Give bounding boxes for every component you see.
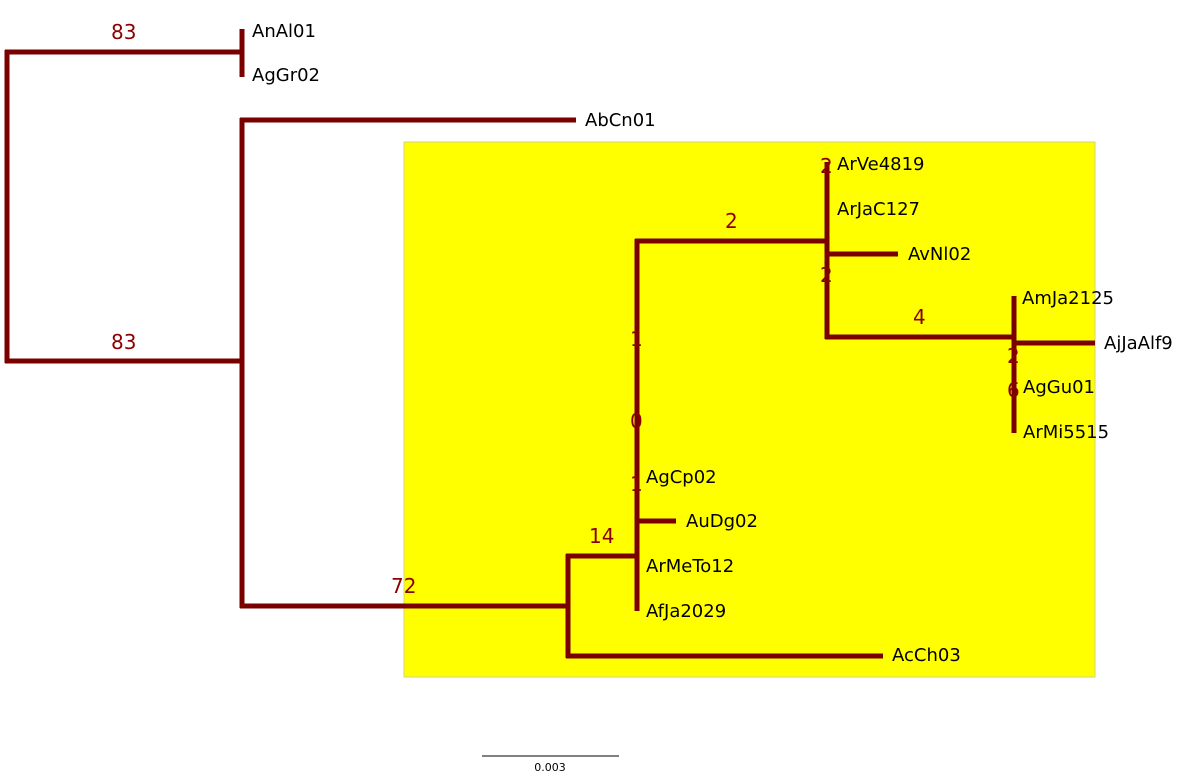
support-value-2-arve: 2 — [820, 154, 833, 178]
tip-label-agcp02: AgCp02 — [646, 467, 717, 488]
support-value-mid: 83 — [111, 330, 136, 354]
highlighted-clade-box — [403, 141, 1096, 678]
tip-label-armi5515: ArMi5515 — [1023, 422, 1109, 443]
tip-label-ajjaalf9: AjJaAlf9 — [1104, 333, 1173, 354]
tip-label-afja2029: AfJa2029 — [646, 601, 726, 622]
tip-labels: AnAl01 AgGr02 AbCn01 ArVe4819 ArJaC127 A… — [252, 21, 1173, 666]
support-value-2-amja: 2 — [1007, 344, 1020, 368]
tip-label-amja2125: AmJa2125 — [1022, 288, 1114, 309]
tip-label-anal01: AnAl01 — [252, 21, 316, 42]
support-value-1-upper: 1 — [630, 327, 643, 351]
support-value-0: 0 — [630, 409, 643, 433]
support-value-14: 14 — [589, 524, 614, 548]
tip-label-avnl02: AvNl02 — [908, 244, 971, 265]
scale-bar: 0.003 — [482, 755, 619, 774]
tree-branches — [4, 29, 1095, 659]
support-values: 83 83 72 14 2 4 2 2 1 0 1 2 6 — [111, 20, 1020, 598]
tip-label-armeto12: ArMeTo12 — [646, 556, 734, 577]
support-value-1-lower: 1 — [630, 472, 643, 496]
tip-label-audg02: AuDg02 — [686, 511, 758, 532]
support-value-6: 6 — [1007, 378, 1020, 402]
tip-label-arjac127: ArJaC127 — [837, 199, 920, 220]
tip-label-acch03: AcCh03 — [892, 645, 961, 666]
support-value-2-upper: 2 — [725, 209, 738, 233]
support-value-2-avnl: 2 — [820, 263, 833, 287]
tip-label-abcn01: AbCn01 — [585, 110, 656, 131]
support-value-4: 4 — [913, 305, 926, 329]
tip-label-aggu01: AgGu01 — [1023, 377, 1095, 398]
tip-label-arve4819: ArVe4819 — [837, 154, 925, 175]
support-value-72: 72 — [391, 574, 416, 598]
scale-bar-label: 0.003 — [534, 761, 566, 774]
support-value-top: 83 — [111, 20, 136, 44]
tip-label-aggr02: AgGr02 — [252, 65, 320, 86]
